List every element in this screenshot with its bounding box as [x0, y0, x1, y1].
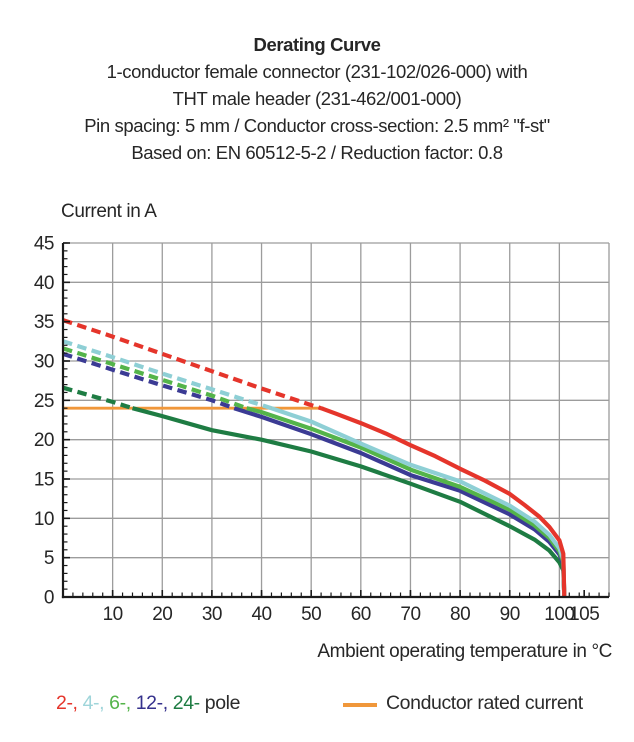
- subtitle-line-4: Based on: EN 60512-5-2 / Reduction facto…: [131, 142, 503, 163]
- rated-current-swatch: [343, 702, 377, 707]
- x-tick-label: 30: [202, 604, 222, 625]
- pole-legend-item: 12-,: [135, 692, 173, 714]
- y-axis-title: Current in A: [61, 201, 157, 222]
- x-tick-label: 60: [351, 604, 371, 625]
- y-tick-label: 30: [34, 352, 54, 373]
- x-tick-label: 50: [301, 604, 321, 625]
- chart-title: Derating Curve: [253, 34, 381, 55]
- y-tick-label: 20: [34, 430, 54, 451]
- series-24-pole: [131, 406, 567, 598]
- series-6-pole-dashed: [62, 346, 248, 411]
- y-tick-label: 45: [34, 234, 54, 255]
- series-24-pole-dashed: [62, 385, 134, 411]
- pole-legend: 2-, 4-, 6-, 12-, 24- pole: [56, 692, 240, 715]
- subtitle-line-2: THT male header (231-462/001-000): [172, 88, 462, 109]
- rated-current-label: Conductor rated current: [386, 692, 583, 714]
- y-tick-label: 40: [34, 273, 54, 294]
- subtitle-line-1: 1-conductor female connector (231-102/02…: [106, 61, 528, 82]
- axes: [61, 242, 610, 599]
- pole-legend-item: 6-,: [109, 692, 136, 714]
- grid: [63, 242, 610, 597]
- y-tick-label: 10: [34, 509, 54, 530]
- y-tick-label: 5: [44, 548, 54, 569]
- x-tick-label: 90: [500, 604, 520, 625]
- x-tick-label: 100: [544, 604, 574, 625]
- x-tick-label: 10: [103, 604, 123, 625]
- y-tick-label: 15: [34, 470, 54, 491]
- series-12-pole: [233, 406, 567, 598]
- series-4-pole-dashed: [62, 339, 273, 411]
- pole-legend-item: 4-,: [82, 692, 110, 714]
- subtitle-line-3: Pin spacing: 5 mm / Conductor cross-sect…: [84, 115, 550, 136]
- chart-header: Derating Curve 1-conductor female connec…: [0, 31, 634, 166]
- x-tick-label: 20: [152, 604, 172, 625]
- x-tick-label: 40: [251, 604, 271, 625]
- x-tick-label: 70: [400, 604, 420, 625]
- rated-current-legend: Conductor rated current: [343, 692, 583, 715]
- pole-legend-suffix: pole: [204, 692, 241, 714]
- series-6-pole: [246, 406, 567, 598]
- series-2-pole-dashed: [62, 318, 322, 411]
- x-tick-label: 105: [569, 604, 599, 625]
- series-12-pole-dashed: [62, 351, 235, 411]
- pole-legend-item: 2-,: [56, 692, 83, 714]
- x-tick-label: 80: [450, 604, 470, 625]
- series-2-pole: [320, 406, 567, 598]
- y-tick-label: 0: [44, 588, 54, 609]
- pole-legend-item: 24-: [172, 692, 205, 714]
- x-axis-title: Ambient operating temperature in °C: [317, 641, 612, 662]
- y-tick-label: 35: [34, 312, 54, 333]
- y-tick-label: 25: [34, 391, 54, 412]
